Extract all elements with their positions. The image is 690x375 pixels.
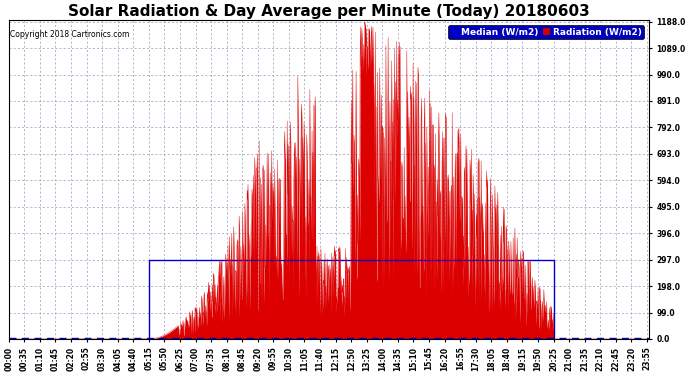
Title: Solar Radiation & Day Average per Minute (Today) 20180603: Solar Radiation & Day Average per Minute… xyxy=(68,4,590,19)
Text: Copyright 2018 Cartronics.com: Copyright 2018 Cartronics.com xyxy=(10,30,129,39)
Legend: Median (W/m2), Radiation (W/m2): Median (W/m2), Radiation (W/m2) xyxy=(448,25,644,39)
Bar xyxy=(149,260,553,339)
